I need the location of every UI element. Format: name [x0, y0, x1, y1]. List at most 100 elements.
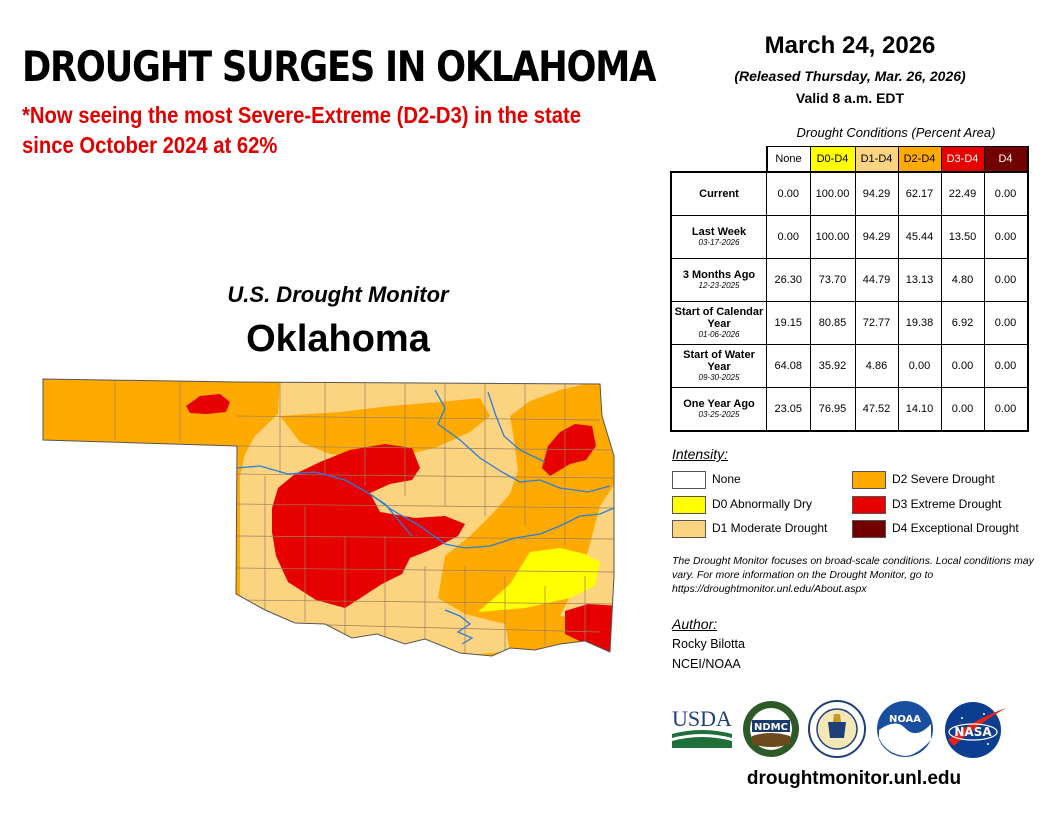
table-cell: 4.86 [854, 344, 899, 388]
table-cell: 62.17 [897, 171, 942, 216]
commerce-seal-logo [808, 700, 866, 758]
legend-swatch [852, 471, 886, 489]
ndmc-logo: NDMC [743, 701, 799, 757]
release-date: (Released Thursday, Mar. 26, 2026) [734, 68, 966, 84]
row-label: Start of Water Year 09-30-2025 [670, 344, 767, 388]
svg-text:NASA: NASA [954, 725, 992, 739]
author-name: Rocky Bilotta [672, 637, 745, 651]
d2-severe-drought-north-band [280, 398, 490, 458]
nasa-logo: NASA [945, 702, 1006, 758]
row-label: Start of Calendar Year 01-06-2026 [670, 301, 767, 345]
table-row: Last Week 03-17-2026 0.00 100.00 94.29 45… [670, 215, 1029, 259]
row-date: 03-17-2026 [698, 238, 740, 247]
legend-label: None [712, 472, 741, 486]
conditions-table-title: Drought Conditions (Percent Area) [796, 125, 996, 140]
table-cell: 47.52 [854, 387, 899, 432]
svg-text:USDA: USDA [672, 706, 732, 731]
legend-label: D4 Exceptional Drought [892, 521, 1019, 535]
table-cell: 14.10 [897, 387, 942, 432]
row-label: Current [670, 171, 767, 216]
table-cell: 0.00 [983, 344, 1029, 388]
table-cell: 26.30 [766, 258, 811, 302]
table-cell: 13.50 [940, 215, 985, 259]
d0-abnormally-dry-area [478, 548, 600, 612]
d3-extreme-drought-panhandle [186, 394, 230, 414]
map-program-title: U.S. Drought Monitor [227, 282, 449, 307]
table-cell: 0.00 [766, 171, 811, 216]
table-cell: 13.13 [897, 258, 942, 302]
table-cell: 23.05 [766, 387, 811, 432]
legend-label: D2 Severe Drought [892, 472, 995, 486]
table-cell: 64.08 [766, 344, 811, 388]
table-cell: 4.80 [940, 258, 985, 302]
table-cell: 94.29 [854, 215, 899, 259]
d3-extreme-drought-northeast [542, 424, 596, 476]
table-row: Start of Calendar Year 01-06-2026 19.15 8… [670, 301, 1029, 345]
svg-text:NOAA: NOAA [889, 714, 921, 725]
valid-time: Valid 8 a.m. EDT [795, 90, 905, 106]
table-corner [671, 146, 768, 172]
table-cell: 0.00 [897, 344, 942, 388]
column-header-d2-d4: D2-D4 [897, 146, 942, 173]
legend-label: D3 Extreme Drought [892, 497, 1002, 511]
website-url[interactable]: droughtmonitor.unl.edu [746, 768, 962, 789]
row-date: 12-23-2025 [698, 281, 740, 290]
legend-swatch [672, 520, 706, 538]
table-cell: 0.00 [983, 171, 1029, 216]
column-header-d1-d4: D1-D4 [854, 146, 899, 173]
table-cell: 35.92 [809, 344, 856, 388]
d3-extreme-drought-area [272, 444, 465, 608]
row-label: Last Week 03-17-2026 [670, 215, 767, 259]
column-header-d0-d4: D0-D4 [809, 146, 856, 173]
svg-text:NDMC: NDMC [754, 722, 788, 733]
table-cell: 0.00 [940, 344, 985, 388]
row-date: 03-25-2025 [698, 410, 740, 419]
table-cell: 100.00 [809, 171, 856, 216]
row-date: 01-06-2026 [698, 330, 740, 339]
oklahoma-state-border [42, 378, 615, 657]
table-cell: 44.79 [854, 258, 899, 302]
noaa-logo: NOAA [877, 701, 933, 757]
table-cell: 73.70 [809, 258, 856, 302]
legend-swatch [852, 520, 886, 538]
row-label: One Year Ago 03-25-2025 [670, 387, 767, 432]
table-row: 3 Months Ago 12-23-2025 26.30 73.70 44.79… [670, 258, 1029, 302]
table-cell: 80.85 [809, 301, 856, 345]
author-org: NCEI/NOAA [672, 657, 741, 671]
table-cell: 0.00 [983, 301, 1029, 345]
table-cell: 72.77 [854, 301, 899, 345]
table-cell: 0.00 [766, 215, 811, 259]
drought-conditions-table: None D0-D4 D1-D4 D2-D4 D3-D4 D4 Current … [670, 146, 1029, 432]
map-state-name: Oklahoma [246, 318, 430, 360]
table-cell: 0.00 [983, 258, 1029, 302]
legend-swatch [852, 496, 886, 514]
table-cell: 94.29 [854, 171, 899, 216]
author-title: Author: [672, 616, 718, 632]
rivers [235, 389, 614, 645]
table-row: One Year Ago 03-25-2025 23.05 76.95 47.52… [670, 387, 1029, 432]
county-lines [114, 379, 614, 654]
table-cell: 76.95 [809, 387, 856, 432]
table-cell: 19.15 [766, 301, 811, 345]
legend-title: Intensity: [672, 446, 729, 462]
usda-logo: USDA [672, 706, 732, 748]
table-cell: 19.38 [897, 301, 942, 345]
legend-swatch [672, 471, 706, 489]
table-cell: 0.00 [940, 387, 985, 432]
table-cell: 6.92 [940, 301, 985, 345]
table-cell: 0.00 [983, 215, 1029, 259]
map-date: March 24, 2026 [764, 32, 936, 59]
table-cell: 100.00 [809, 215, 856, 259]
column-header-d4: D4 [983, 146, 1029, 173]
oklahoma-drought-map [42, 378, 615, 657]
legend-label: D1 Moderate Drought [712, 521, 828, 535]
table-row: Start of Water Year 09-30-2025 64.08 35.9… [670, 344, 1029, 388]
legend-label: D0 Abnormally Dry [712, 497, 813, 511]
row-label: 3 Months Ago 12-23-2025 [670, 258, 767, 302]
column-header-none: None [766, 146, 811, 173]
disclaimer-note: The Drought Monitor focuses on broad-sca… [672, 555, 1034, 595]
table-cell: 22.49 [940, 171, 985, 216]
legend-swatch [672, 496, 706, 514]
subheadline: *Now seeing the most Severe-Extreme (D2-… [22, 102, 582, 158]
table-row: Current 0.00 100.00 94.29 62.17 22.49 0.… [670, 171, 1029, 216]
